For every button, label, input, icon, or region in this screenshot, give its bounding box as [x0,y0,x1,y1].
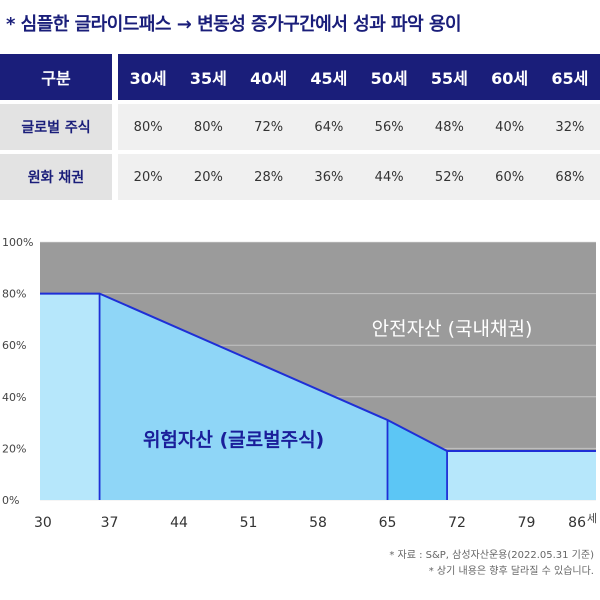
table-header-cell: 40세 [238,54,299,100]
x-tick-label: 65 [379,515,397,531]
risk-asset-area-segment [387,420,448,500]
row-label: 원화 채권 [0,150,118,200]
risk-asset-area-segment [99,293,388,500]
x-tick-label: 86 [568,515,586,531]
footnotes: * 자료 : S&P, 삼성자산운용(2022.05.31 기준) * 상기 내… [389,548,594,580]
risk-asset-area-segment [40,293,100,500]
table-row: 글로벌 주식 80% 80% 72% 64% 56% 48% 40% 32% [0,100,600,150]
disclaimer-note: * 상기 내용은 향후 달라질 수 있습니다. [428,566,594,577]
table-cell: 40% [479,100,540,150]
table-header-row: 구분 30세 35세 40세 45세 50세 55세 60세 65세 [0,54,600,100]
table-cell: 60% [479,150,540,200]
y-tick-label: 80% [2,288,26,301]
table-header-cell: 50세 [359,54,420,100]
risk-asset-area-segment [447,450,596,500]
x-tick-label: 44 [170,515,188,531]
table-header-cell: 구분 [0,54,118,100]
safe-asset-label: 안전자산 (국내채권) [372,318,533,340]
table-cell: 20% [118,150,179,200]
table-cell: 20% [178,150,239,200]
x-tick-label: 79 [518,515,536,531]
table-cell: 80% [118,100,179,150]
table-header-cell: 35세 [178,54,239,100]
table-cell: 68% [539,150,600,200]
row-label: 글로벌 주식 [0,100,118,150]
risk-asset-label: 위험자산 (글로벌주식) [143,429,324,451]
table-cell: 32% [539,100,600,150]
glide-path-line [40,292,596,452]
table-header-cell: 60세 [479,54,540,100]
table-header-cell: 55세 [419,54,480,100]
table-cell: 36% [298,150,359,200]
x-tick-label: 58 [309,515,327,531]
table-header-cell: 45세 [298,54,359,100]
source-note: * 자료 : S&P, 삼성자산운용(2022.05.31 기준) [389,550,594,561]
x-tick-label: 72 [448,515,466,531]
y-tick-label: 20% [2,442,26,455]
y-tick-label: 100% [2,236,33,249]
glide-path-chart: 위험자산 (글로벌주식) 안전자산 (국내채권) 0% 20% 40% 60% 80% 100… [2,236,597,531]
table-cell: 64% [298,100,359,150]
table-cell: 80% [178,100,239,150]
table-cell: 56% [359,100,420,150]
table-cell: 28% [238,150,299,200]
x-unit-label: 세 [587,512,597,525]
table-header-cell: 65세 [539,54,600,100]
page-title: * 심플한 글라이드패스 → 변동성 증가구간에서 성과 파악 용이 [6,14,462,35]
y-tick-label: 60% [2,339,26,352]
table-cell: 52% [419,150,480,200]
x-tick-label: 51 [240,515,258,531]
x-tick-label: 30 [34,515,52,531]
table-row: 원화 채권 20% 20% 28% 36% 44% 52% 60% 68% [0,150,600,200]
table-header-cell: 30세 [118,54,179,100]
allocation-table: 구분 30세 35세 40세 45세 50세 55세 60세 65세 글로벌 주… [0,54,600,200]
y-tick-label: 0% [2,494,19,507]
table-cell: 72% [238,100,299,150]
x-tick-label: 37 [101,515,119,531]
table-cell: 48% [419,100,480,150]
table-cell: 44% [359,150,420,200]
y-tick-label: 40% [2,391,26,404]
